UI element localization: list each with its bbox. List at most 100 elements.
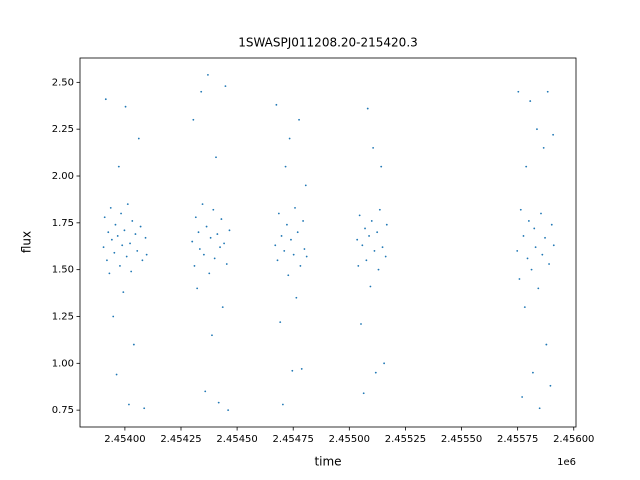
point bbox=[284, 165, 287, 168]
point bbox=[281, 403, 284, 406]
point bbox=[196, 287, 199, 290]
point bbox=[369, 285, 372, 288]
point bbox=[305, 255, 308, 258]
point bbox=[530, 268, 533, 271]
x-axis-label: time bbox=[314, 455, 341, 469]
point bbox=[552, 244, 555, 247]
point bbox=[383, 362, 386, 365]
point bbox=[381, 246, 384, 249]
point bbox=[144, 236, 147, 239]
point bbox=[357, 265, 360, 267]
point bbox=[136, 250, 139, 252]
point bbox=[374, 371, 377, 374]
point bbox=[200, 90, 203, 93]
point bbox=[131, 220, 134, 222]
point bbox=[292, 253, 295, 256]
point bbox=[110, 238, 113, 241]
point bbox=[277, 212, 280, 215]
point bbox=[204, 390, 207, 393]
point bbox=[212, 208, 215, 211]
point bbox=[208, 272, 211, 275]
y-tick-label: 2.00 bbox=[52, 171, 74, 182]
point bbox=[227, 409, 230, 412]
point bbox=[123, 229, 126, 232]
point bbox=[288, 137, 291, 140]
point bbox=[380, 165, 383, 168]
point bbox=[202, 253, 205, 256]
point bbox=[102, 246, 105, 249]
x-tick-label: 2.45475 bbox=[273, 434, 314, 445]
point bbox=[220, 218, 223, 220]
point bbox=[223, 242, 225, 245]
point bbox=[108, 272, 111, 275]
point bbox=[527, 220, 530, 222]
point bbox=[364, 227, 366, 230]
point bbox=[299, 265, 302, 267]
point bbox=[134, 233, 137, 235]
point bbox=[552, 133, 555, 136]
point bbox=[365, 259, 368, 262]
point bbox=[291, 369, 294, 372]
point bbox=[516, 250, 519, 252]
point bbox=[221, 306, 224, 309]
point bbox=[219, 246, 221, 249]
point bbox=[548, 263, 550, 265]
point bbox=[113, 251, 116, 254]
point bbox=[112, 315, 115, 318]
point bbox=[385, 223, 388, 226]
point bbox=[126, 203, 129, 206]
point bbox=[143, 407, 146, 410]
point bbox=[518, 278, 521, 280]
point bbox=[217, 401, 220, 404]
point bbox=[225, 263, 228, 265]
point bbox=[384, 255, 387, 258]
point bbox=[544, 236, 546, 239]
point bbox=[533, 227, 536, 230]
point bbox=[193, 265, 196, 267]
point bbox=[104, 98, 107, 101]
point bbox=[205, 225, 208, 228]
point bbox=[122, 291, 125, 294]
point bbox=[372, 147, 375, 149]
point bbox=[114, 223, 117, 226]
point bbox=[522, 235, 525, 237]
point bbox=[197, 231, 200, 234]
point bbox=[517, 90, 520, 93]
x-tick-label: 2.45600 bbox=[553, 434, 594, 445]
point bbox=[137, 137, 140, 140]
point bbox=[121, 244, 124, 247]
point bbox=[128, 403, 130, 406]
point bbox=[106, 259, 108, 262]
point bbox=[139, 225, 142, 228]
point bbox=[283, 250, 286, 252]
chart-title: 1SWASPJ011208.20-215420.3 bbox=[238, 36, 418, 50]
point bbox=[550, 223, 553, 226]
point bbox=[360, 323, 362, 325]
point bbox=[376, 231, 379, 234]
point bbox=[290, 238, 292, 241]
point bbox=[378, 208, 381, 211]
point bbox=[540, 212, 542, 215]
point bbox=[521, 396, 524, 398]
point bbox=[296, 231, 299, 234]
point bbox=[275, 103, 278, 106]
point bbox=[224, 85, 227, 87]
point bbox=[132, 343, 135, 346]
point bbox=[145, 253, 148, 256]
point bbox=[103, 216, 106, 219]
point bbox=[523, 306, 526, 309]
point bbox=[213, 257, 216, 260]
point bbox=[542, 147, 545, 149]
y-tick-label: 2.50 bbox=[52, 77, 74, 88]
point bbox=[302, 220, 304, 222]
point bbox=[279, 321, 282, 324]
point bbox=[198, 248, 201, 250]
point bbox=[115, 373, 118, 376]
point bbox=[109, 206, 112, 209]
point bbox=[519, 208, 522, 211]
point bbox=[526, 257, 529, 260]
x-tick-label: 2.45550 bbox=[441, 434, 482, 445]
point bbox=[300, 368, 303, 370]
y-tick-label: 1.75 bbox=[52, 218, 74, 229]
point bbox=[287, 274, 290, 277]
